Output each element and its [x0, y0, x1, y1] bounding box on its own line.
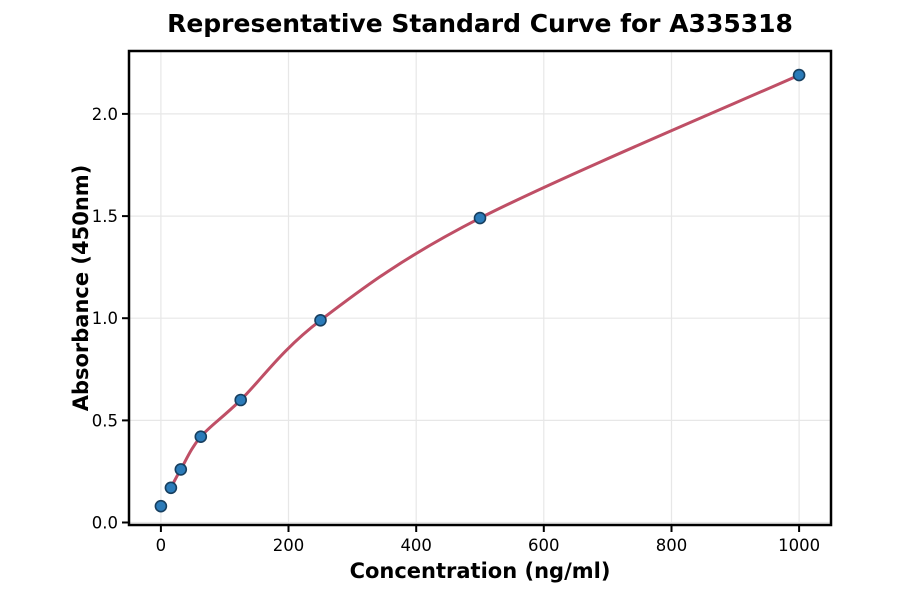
x-tick-label: 1000	[778, 536, 820, 555]
fit-curve	[169, 73, 801, 490]
y-axis-label: Absorbance (450nm)	[69, 165, 93, 412]
x-axis-label: Concentration (ng/ml)	[350, 559, 611, 583]
data-point	[174, 463, 188, 476]
x-tick-label: 600	[528, 536, 560, 555]
chart-title: Representative Standard Curve for A33531…	[167, 9, 793, 38]
y-tick-label: 1.5	[92, 207, 118, 226]
y-tick-label: 0.0	[92, 514, 118, 533]
data-point	[234, 393, 247, 407]
data-point	[314, 313, 327, 327]
x-tick-label: 0	[156, 536, 167, 555]
data-point	[154, 499, 168, 513]
axes-layer	[122, 49, 833, 532]
data-point	[792, 68, 806, 82]
x-tick-label: 200	[273, 536, 305, 555]
y-tick-label: 2.0	[92, 105, 118, 124]
grid-lines	[129, 51, 831, 525]
y-tick-label: 0.5	[92, 411, 118, 430]
data-point	[473, 211, 487, 225]
data-point	[164, 481, 178, 495]
plot-border	[127, 49, 833, 527]
x-tick-label: 800	[656, 536, 688, 555]
data-point	[194, 430, 208, 444]
y-tick-label: 1.0	[92, 309, 118, 328]
data-points-layer	[154, 68, 806, 513]
tick-labels-layer: 0 200 400 600 800 1000 0.0 0.5 1.0 1.5 2.0	[92, 105, 820, 555]
x-tick-label: 400	[400, 536, 432, 555]
fit-curve-layer	[169, 73, 801, 490]
